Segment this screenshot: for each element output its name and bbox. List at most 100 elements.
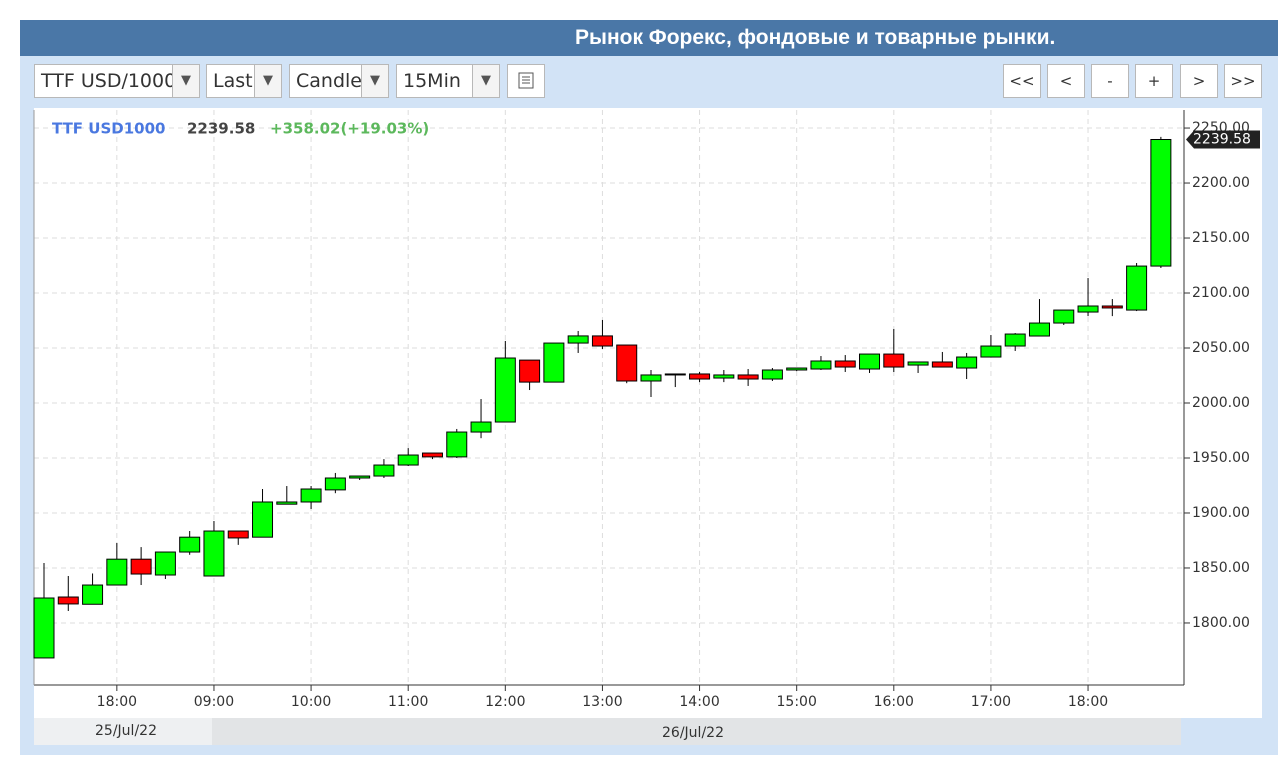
chart-panel: [34, 108, 1262, 718]
x-tick-label: 11:00: [388, 694, 428, 710]
select-arrow: [472, 65, 499, 97]
candle-body: [154, 551, 176, 576]
candle-body: [130, 558, 152, 575]
candle-body: [931, 361, 953, 368]
price-select[interactable]: Last: [206, 64, 282, 98]
candle-body: [227, 530, 249, 539]
table-icon: [518, 72, 534, 89]
price-marker-label: 2239.58: [1193, 131, 1251, 147]
table-button[interactable]: [507, 64, 545, 98]
interval-select[interactable]: 15Min: [396, 64, 500, 98]
date-label: 26/Jul/22: [662, 725, 724, 741]
candle-body: [713, 374, 735, 379]
date-strip: [34, 718, 212, 745]
candle-body: [543, 342, 565, 383]
select-arrow: [172, 65, 199, 97]
y-tick-label: 2100.00: [1192, 285, 1250, 301]
candle-body: [276, 501, 298, 505]
y-tick-label: 2150.00: [1192, 230, 1250, 246]
select-text: 15Min: [403, 70, 461, 92]
x-tick-label: 10:00: [291, 694, 331, 710]
candle-body: [519, 359, 541, 383]
candle-body: [859, 353, 881, 370]
nav-button[interactable]: >>: [1224, 64, 1262, 98]
candle-body: [33, 597, 55, 659]
y-tick-label: 2000.00: [1192, 395, 1250, 411]
candle-body: [324, 477, 346, 491]
x-tick-label: 18:00: [97, 694, 137, 710]
symbol-select[interactable]: TTF USD/1000: [34, 64, 200, 98]
candle-body: [761, 369, 783, 380]
candle-body: [567, 335, 589, 344]
nav-button[interactable]: -: [1091, 64, 1129, 98]
candle-body: [640, 374, 662, 382]
candle-body: [689, 373, 711, 380]
date-label: 25/Jul/22: [95, 723, 157, 739]
candle-body: [252, 501, 274, 538]
candle-body: [470, 421, 492, 433]
candle-body: [494, 357, 516, 423]
nav-button[interactable]: >: [1180, 64, 1218, 98]
candle-body: [834, 360, 856, 368]
nav-button[interactable]: +: [1135, 64, 1173, 98]
candle-body: [349, 475, 371, 479]
candle-body: [1028, 322, 1050, 337]
candle-body: [616, 344, 638, 382]
candle-body: [1053, 309, 1075, 324]
nav-button[interactable]: <<: [1003, 64, 1041, 98]
candle-body: [1004, 333, 1026, 347]
candle-body: [397, 454, 419, 466]
candle-body: [786, 367, 808, 371]
x-tick-label: 09:00: [194, 694, 234, 710]
x-tick-label: 16:00: [874, 694, 914, 710]
candle-body: [956, 356, 978, 369]
type-select[interactable]: Candle: [289, 64, 389, 98]
y-tick-label: 1950.00: [1192, 450, 1250, 466]
select-arrow: [254, 65, 281, 97]
select-text: Last: [213, 70, 253, 92]
candle-body: [82, 584, 104, 605]
select-text: TTF USD/1000: [41, 70, 177, 92]
candle-body: [1101, 305, 1123, 309]
candle-body: [1150, 138, 1172, 267]
candle-body: [907, 361, 929, 366]
x-tick-label: 14:00: [679, 694, 719, 710]
candle-body: [664, 373, 686, 376]
x-tick-label: 12:00: [485, 694, 525, 710]
x-tick-label: 13:00: [582, 694, 622, 710]
select-arrow: [361, 65, 388, 97]
y-tick-label: 2050.00: [1192, 340, 1250, 356]
select-text: Candle: [296, 70, 362, 92]
legend-symbol: TTF USD1000: [52, 120, 165, 138]
candle-body: [591, 335, 613, 347]
header-title: Рынок Форекс, фондовые и товарные рынки.: [575, 26, 1056, 49]
date-strip: [212, 718, 1181, 745]
candle-body: [1077, 305, 1099, 313]
candle-body: [57, 596, 79, 605]
y-tick-label: 1900.00: [1192, 505, 1250, 521]
x-tick-label: 18:00: [1068, 694, 1108, 710]
candle-body: [373, 464, 395, 477]
y-tick-label: 2200.00: [1192, 175, 1250, 191]
legend-last: 2239.58: [187, 120, 255, 138]
price-marker: [1186, 130, 1260, 149]
candle-body: [421, 452, 443, 458]
header: Рынок Форекс, фондовые и товарные рынки.: [20, 20, 1278, 56]
candle-body: [883, 353, 905, 368]
candle-body: [980, 345, 1002, 358]
candle-body: [446, 431, 468, 458]
x-tick-label: 17:00: [971, 694, 1011, 710]
candle-body: [106, 558, 128, 586]
candle-body: [737, 374, 759, 380]
x-tick-label: 15:00: [777, 694, 817, 710]
y-tick-label: 1850.00: [1192, 560, 1250, 576]
y-tick-label: 1800.00: [1192, 615, 1250, 631]
candle-body: [1126, 265, 1148, 311]
nav-button[interactable]: <: [1047, 64, 1085, 98]
candle-body: [179, 536, 201, 553]
candle-body: [300, 488, 322, 503]
candle-body: [810, 360, 832, 370]
candle-body: [203, 530, 225, 577]
legend-change: +358.02(+19.03%): [270, 120, 429, 138]
